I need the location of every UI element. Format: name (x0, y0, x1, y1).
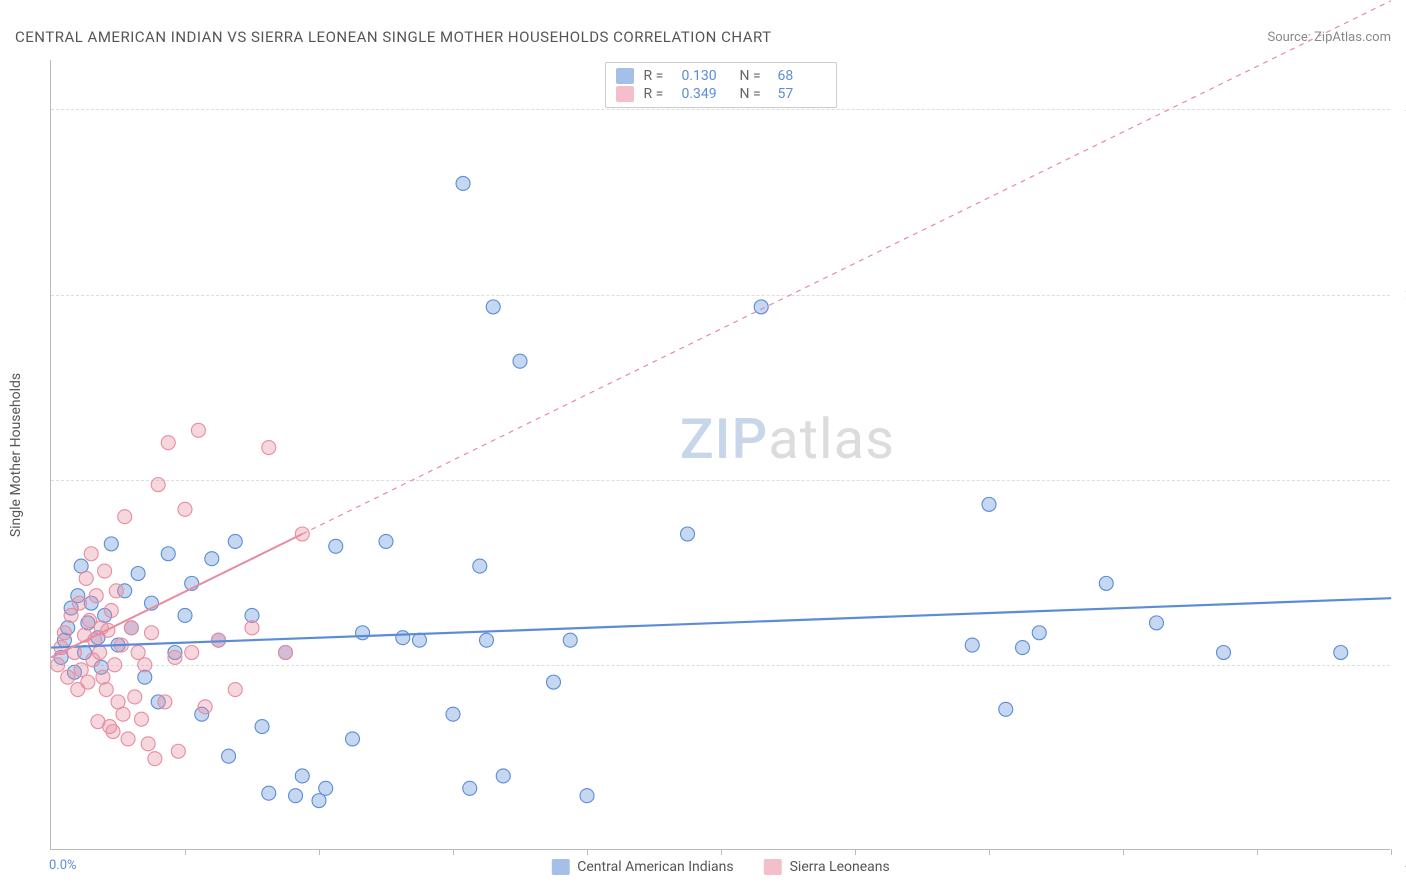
legend-item-1: Central American Indians (551, 859, 733, 875)
n-label: N = (740, 68, 768, 84)
source-label: Source: ZipAtlas.com (1267, 30, 1391, 45)
legend-swatch-1 (551, 859, 569, 875)
legend-swatch-2 (764, 859, 782, 875)
chart-title: CENTRAL AMERICAN INDIAN VS SIERRA LEONEA… (15, 28, 772, 46)
title-bar: CENTRAL AMERICAN INDIAN VS SIERRA LEONEA… (15, 28, 1391, 46)
plot-area: Single Mother Households ZIPatlas 7.5%15… (50, 60, 1390, 850)
n-value-1: 68 (778, 68, 826, 84)
legend-label-1: Central American Indians (577, 859, 733, 875)
scatter-svg (51, 60, 1390, 849)
legend-item-2: Sierra Leoneans (764, 859, 890, 875)
y-axis-title: Single Mother Households (8, 372, 24, 536)
n-label: N = (740, 86, 768, 102)
correlation-row-2: R = 0.349 N = 57 (616, 85, 826, 103)
r-label: R = (644, 68, 672, 84)
series-swatch-1 (616, 68, 634, 84)
correlation-row-1: R = 0.130 N = 68 (616, 67, 826, 85)
x-max-label: 40.0% (1395, 858, 1406, 873)
n-value-2: 57 (778, 86, 826, 102)
x-origin-label: 0.0% (49, 858, 77, 873)
series-swatch-2 (616, 86, 634, 102)
series-legend: Central American Indians Sierra Leoneans (551, 859, 889, 875)
correlation-legend: R = 0.130 N = 68 R = 0.349 N = 57 (605, 62, 837, 108)
r-value-1: 0.130 (682, 68, 730, 84)
r-value-2: 0.349 (682, 86, 730, 102)
legend-label-2: Sierra Leoneans (790, 859, 890, 875)
r-label: R = (644, 86, 672, 102)
